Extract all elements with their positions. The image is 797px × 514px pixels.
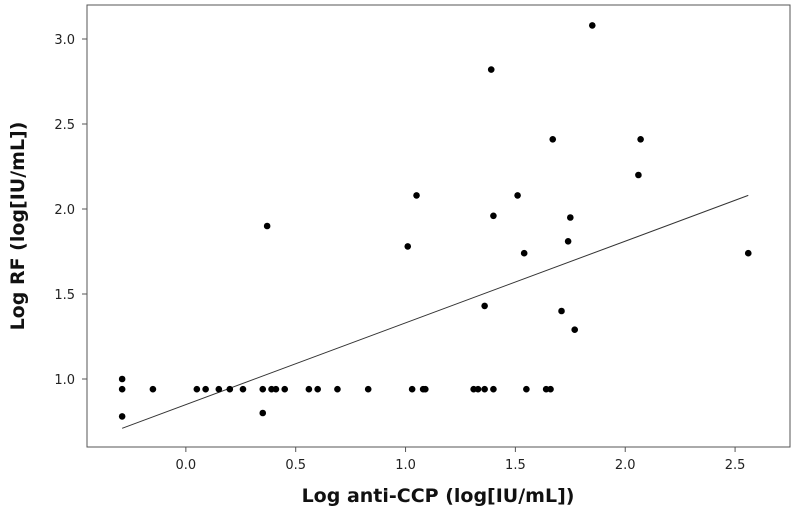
y-axis-title: Log RF (log[IU/mL])	[7, 122, 29, 331]
data-point	[490, 212, 497, 220]
data-point	[413, 192, 420, 199]
data-point	[549, 136, 557, 143]
data-point	[263, 222, 271, 230]
data-point	[364, 385, 372, 393]
data-point	[404, 243, 412, 250]
data-point	[202, 385, 209, 393]
data-point	[408, 385, 416, 393]
y-axis-ticks: 1.0 1.5 2.0 2.5 3.0	[54, 33, 87, 388]
data-point	[118, 375, 126, 383]
data-point	[239, 385, 247, 393]
x-axis-ticks: 0.0 0.5 1.0 1.5 2.0 2.5	[176, 447, 746, 473]
data-point	[744, 249, 752, 257]
x-axis-title: Log anti-CCP (log[IU/mL])	[302, 485, 575, 507]
data-point	[514, 192, 521, 199]
data-point	[149, 385, 157, 393]
data-point	[481, 302, 488, 310]
x-tick-label: 0.0	[176, 458, 197, 473]
y-tick-label: 1.0	[54, 373, 75, 388]
y-tick-label: 3.0	[54, 33, 75, 48]
data-point	[118, 385, 126, 393]
trendline-group	[121, 194, 749, 429]
data-point	[487, 66, 495, 73]
data-point	[305, 385, 313, 393]
data-point	[567, 214, 574, 221]
y-tick-label: 1.5	[54, 288, 75, 303]
x-tick-label: 2.5	[725, 458, 746, 473]
x-tick-label: 1.0	[395, 458, 416, 473]
data-point	[571, 326, 579, 334]
data-point	[281, 385, 289, 393]
x-tick-label: 2.0	[615, 458, 636, 473]
data-point	[259, 385, 267, 393]
data-point	[520, 249, 528, 257]
data-point	[272, 385, 280, 393]
data-point	[226, 385, 234, 393]
regression-line	[121, 194, 749, 429]
data-point	[523, 385, 530, 393]
data-point	[193, 385, 201, 393]
data-point	[547, 385, 554, 393]
data-point	[564, 238, 572, 245]
y-tick-label: 2.0	[54, 203, 75, 218]
data-point	[474, 385, 482, 393]
data-point	[588, 22, 596, 29]
data-point	[259, 409, 267, 417]
data-point	[635, 171, 642, 179]
data-point	[118, 413, 126, 420]
data-point	[481, 385, 488, 393]
y-tick-label: 2.5	[54, 118, 75, 133]
data-point	[558, 307, 565, 315]
data-points	[118, 22, 752, 420]
data-point	[637, 136, 644, 143]
x-tick-label: 0.5	[285, 458, 306, 473]
data-point	[314, 385, 321, 393]
data-point	[215, 385, 223, 393]
data-point	[490, 385, 497, 393]
plot-area-frame	[86, 4, 791, 448]
data-point	[334, 385, 341, 393]
data-point	[422, 385, 429, 393]
x-tick-label: 1.5	[505, 458, 526, 473]
